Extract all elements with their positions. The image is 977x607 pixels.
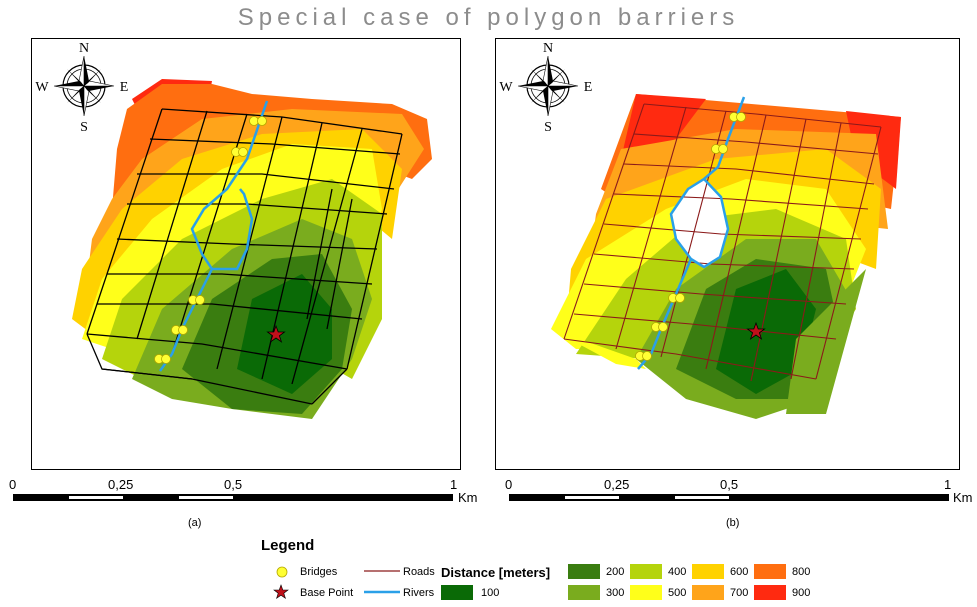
base-point-star [266, 324, 286, 343]
map-title: Special case of polygon barriers [237, 4, 740, 31]
scale-bar-a [13, 494, 453, 501]
legend-swatch-700 [692, 585, 724, 600]
map-panel-a: N S E W [31, 38, 461, 470]
legend-swatch-500 [630, 585, 662, 600]
legend-label-900: 900 [792, 587, 811, 599]
legend-swatch-300 [568, 585, 600, 600]
compass-rose-a: N S E W [35, 41, 128, 135]
caption-a: (a) [188, 517, 202, 529]
legend-label-600: 600 [730, 566, 749, 578]
scale-tick-0-a: 0 [9, 477, 17, 492]
legend-swatch-200 [568, 564, 600, 579]
scale-bar-b [509, 494, 949, 501]
legend-label-100: 100 [481, 587, 500, 599]
legend-label-800: 800 [792, 566, 811, 578]
scale-tick-1-a: 1 [450, 477, 458, 492]
base-point-star-b [746, 321, 766, 340]
legend-bridge-symbol [276, 566, 288, 578]
polygon-barrier [671, 179, 728, 267]
south-label-b: S [544, 120, 552, 135]
scale-tick-1-b: 1 [944, 477, 952, 492]
legend-label-400: 400 [668, 566, 687, 578]
east-label-b: E [584, 80, 593, 95]
north-label-b: N [543, 41, 553, 56]
bridges [154, 116, 267, 364]
scale-tick-05-b: 0,5 [720, 477, 739, 492]
scale-tick-0-b: 0 [505, 477, 513, 492]
legend-base-point-label: Base Point [300, 587, 354, 599]
legend-label-500: 500 [668, 587, 687, 599]
scale-tick-05-a: 0,5 [224, 477, 243, 492]
legend-rivers-symbol [364, 590, 400, 594]
legend-rivers-label: Rivers [403, 587, 435, 599]
south-label-a: S [80, 120, 88, 135]
east-label-a: E [120, 80, 129, 95]
legend-bridges-label: Bridges [300, 566, 338, 578]
scale-tick-025-b: 0,25 [604, 477, 630, 492]
west-label-a: W [35, 80, 49, 95]
legend-swatch-600 [692, 564, 724, 579]
compass-rose-b: N S E W [499, 41, 592, 135]
road-network-b [563, 103, 882, 382]
west-label-b: W [499, 80, 513, 95]
north-label-a: N [79, 41, 89, 56]
scale-tick-025-a: 0,25 [108, 477, 134, 492]
legend-swatch-900 [754, 585, 786, 600]
legend-label-300: 300 [606, 587, 625, 599]
legend-roads-symbol [364, 570, 400, 572]
legend-swatch-100 [441, 585, 473, 600]
caption-b: (b) [726, 517, 740, 529]
legend-swatch-400 [630, 564, 662, 579]
legend-swatch-800 [754, 564, 786, 579]
legend-base-point-symbol [273, 584, 289, 599]
bridges-b [635, 112, 746, 361]
legend-label-700: 700 [730, 587, 749, 599]
legend-title: Legend [261, 537, 315, 554]
legend-roads-label: Roads [403, 566, 435, 578]
legend-distance-title: Distance [meters] [441, 565, 551, 580]
legend-label-200: 200 [606, 566, 625, 578]
scale-unit-a: Km [458, 490, 478, 505]
scale-unit-b: Km [953, 490, 973, 505]
map-panel-b: N S E W [495, 38, 960, 470]
